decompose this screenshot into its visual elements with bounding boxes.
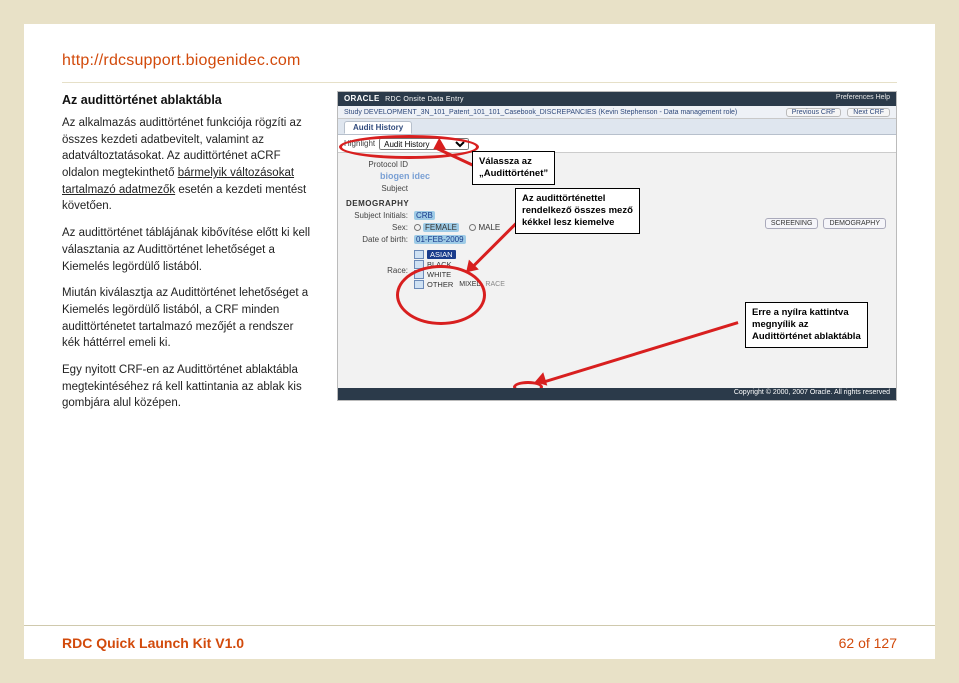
shot-topbar: ORACLE RDC Onsite Data Entry Preferences… — [338, 92, 896, 106]
left-column: Az audittörténet ablaktábla Az alkalmazá… — [62, 91, 311, 422]
page-url: http://rdcsupport.biogenidec.com — [24, 24, 935, 82]
race-asian[interactable]: ASIAN — [414, 250, 505, 259]
page: http://rdcsupport.biogenidec.com Az audi… — [24, 24, 935, 659]
divider — [62, 82, 897, 83]
paragraph-4: Egy nyitott CRF-en az Audittörténet abla… — [62, 362, 311, 412]
paragraph-3: Miután kiválasztja az Audittörténet lehe… — [62, 285, 311, 352]
top-links[interactable]: Preferences Help — [836, 94, 890, 101]
sex-female: FEMALE — [423, 223, 459, 232]
oracle-label: ORACLE — [344, 94, 380, 103]
content-row: Az audittörténet ablaktábla Az alkalmazá… — [24, 91, 935, 422]
oracle-sub: RDC Onsite Data Entry — [385, 96, 464, 103]
callout3-line3: Audittörténet ablaktábla — [752, 331, 861, 343]
paragraph-1: Az alkalmazás audittörténet funkciója rö… — [62, 115, 311, 215]
footer: RDC Quick Launch Kit V1.0 62 of 127 — [24, 625, 935, 659]
race-sub: RACE — [485, 281, 504, 288]
demography-button[interactable]: DEMOGRAPHY — [823, 218, 886, 229]
race-label: Race: — [344, 266, 414, 275]
callout3-line2: megnyílik az — [752, 319, 861, 331]
form-buttons: SCREENING DEMOGRAPHY — [765, 218, 886, 229]
sex-label: Sex: — [344, 223, 414, 232]
callout3-line1: Erre a nyílra kattintva — [752, 307, 861, 319]
screening-button[interactable]: SCREENING — [765, 218, 819, 229]
radio-male[interactable] — [469, 224, 476, 231]
footer-left: RDC Quick Launch Kit V1.0 — [62, 635, 244, 651]
shot-footer: Copyright © 2000, 2007 Oracle. All right… — [338, 388, 896, 400]
embedded-screenshot: ORACLE RDC Onsite Data Entry Preferences… — [337, 91, 897, 401]
initials-label: Subject Initials: — [344, 211, 414, 220]
prev-crf-button[interactable]: Previous CRF — [786, 108, 842, 117]
tab-row: Audit History — [338, 119, 896, 135]
row-dob: Date of birth: 01-FEB-2009 — [344, 235, 890, 244]
check-icon — [414, 250, 424, 259]
crf-nav: Previous CRF Next CRF — [782, 108, 890, 117]
callout1-line1: Válassza az — [479, 156, 548, 168]
callout2-line2: rendelkező összes mező — [522, 205, 633, 217]
dob-label: Date of birth: — [344, 235, 414, 244]
dob-value[interactable]: 01-FEB-2009 — [414, 235, 466, 244]
subject-label: Subject — [344, 184, 414, 193]
protocol-label: Protocol ID — [344, 160, 414, 169]
oracle-logo: ORACLE RDC Onsite Data Entry — [344, 94, 464, 103]
biogen-logo: biogen idec — [380, 171, 430, 181]
next-crf-button[interactable]: Next CRF — [847, 108, 890, 117]
study-bar: Study DEVELOPMENT_3N_101_Patent_101_101_… — [338, 106, 896, 119]
callout2-line3: kékkel lesz kiemelve — [522, 217, 633, 229]
paragraph-2: Az audittörténet táblájának kibővítése e… — [62, 225, 311, 275]
callout-arrow-open: Erre a nyílra kattintva megnyílik az Aud… — [745, 302, 868, 348]
callout2-line1: Az audittörténettel — [522, 193, 633, 205]
callout1-line2: „Audittörténet” — [479, 168, 548, 180]
sex-male: MALE — [478, 223, 500, 232]
callout-blue-fields: Az audittörténettel rendelkező összes me… — [515, 188, 640, 234]
sex-options: FEMALE MALE — [414, 223, 500, 232]
study-text: Study DEVELOPMENT_3N_101_Patent_101_101_… — [344, 109, 737, 116]
section-heading: Az audittörténet ablaktábla — [62, 91, 311, 109]
right-column: ORACLE RDC Onsite Data Entry Preferences… — [337, 91, 897, 422]
row-protocol: Protocol ID — [344, 160, 890, 169]
callout-select-audit: Válassza az „Audittörténet” — [472, 151, 555, 185]
initials-value[interactable]: CRB — [414, 211, 435, 220]
tab-audit-history[interactable]: Audit History — [344, 121, 412, 134]
radio-female[interactable] — [414, 224, 421, 231]
footer-right: 62 of 127 — [839, 635, 897, 651]
race-asian-label: ASIAN — [427, 250, 456, 259]
